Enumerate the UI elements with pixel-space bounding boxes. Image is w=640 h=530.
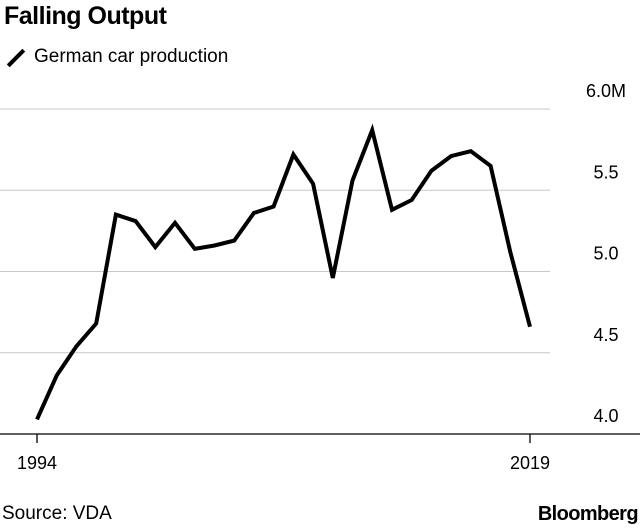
y-tick-label: 5.0 (593, 244, 618, 264)
x-tick-label: 1994 (17, 453, 57, 473)
y-tick-label: 5.5 (593, 162, 618, 182)
series-line-german-car-production (35, 123, 532, 421)
legend-label: German car production (34, 46, 229, 67)
series-lines (35, 123, 532, 421)
x-axis-ticks: 1994 2019 (17, 434, 550, 473)
y-axis-ticks: 4.0 4.5 5.0 5.5 6.0M (586, 81, 626, 426)
source-note: Source: VDA (2, 503, 112, 524)
gridlines (0, 108, 550, 354)
chart-title: Falling Output (4, 2, 167, 30)
x-tick-label: 2019 (510, 453, 550, 473)
y-tick-label: 4.0 (593, 406, 618, 426)
y-tick-label: 4.5 (593, 325, 618, 345)
chart-legend: German car production (4, 44, 228, 70)
y-tick-label: 6.0M (586, 81, 626, 101)
bloomberg-logo: Bloomberg (537, 503, 639, 525)
line-chart: 4.0 4.5 5.0 5.5 6.0M 1994 2019 (0, 81, 640, 473)
